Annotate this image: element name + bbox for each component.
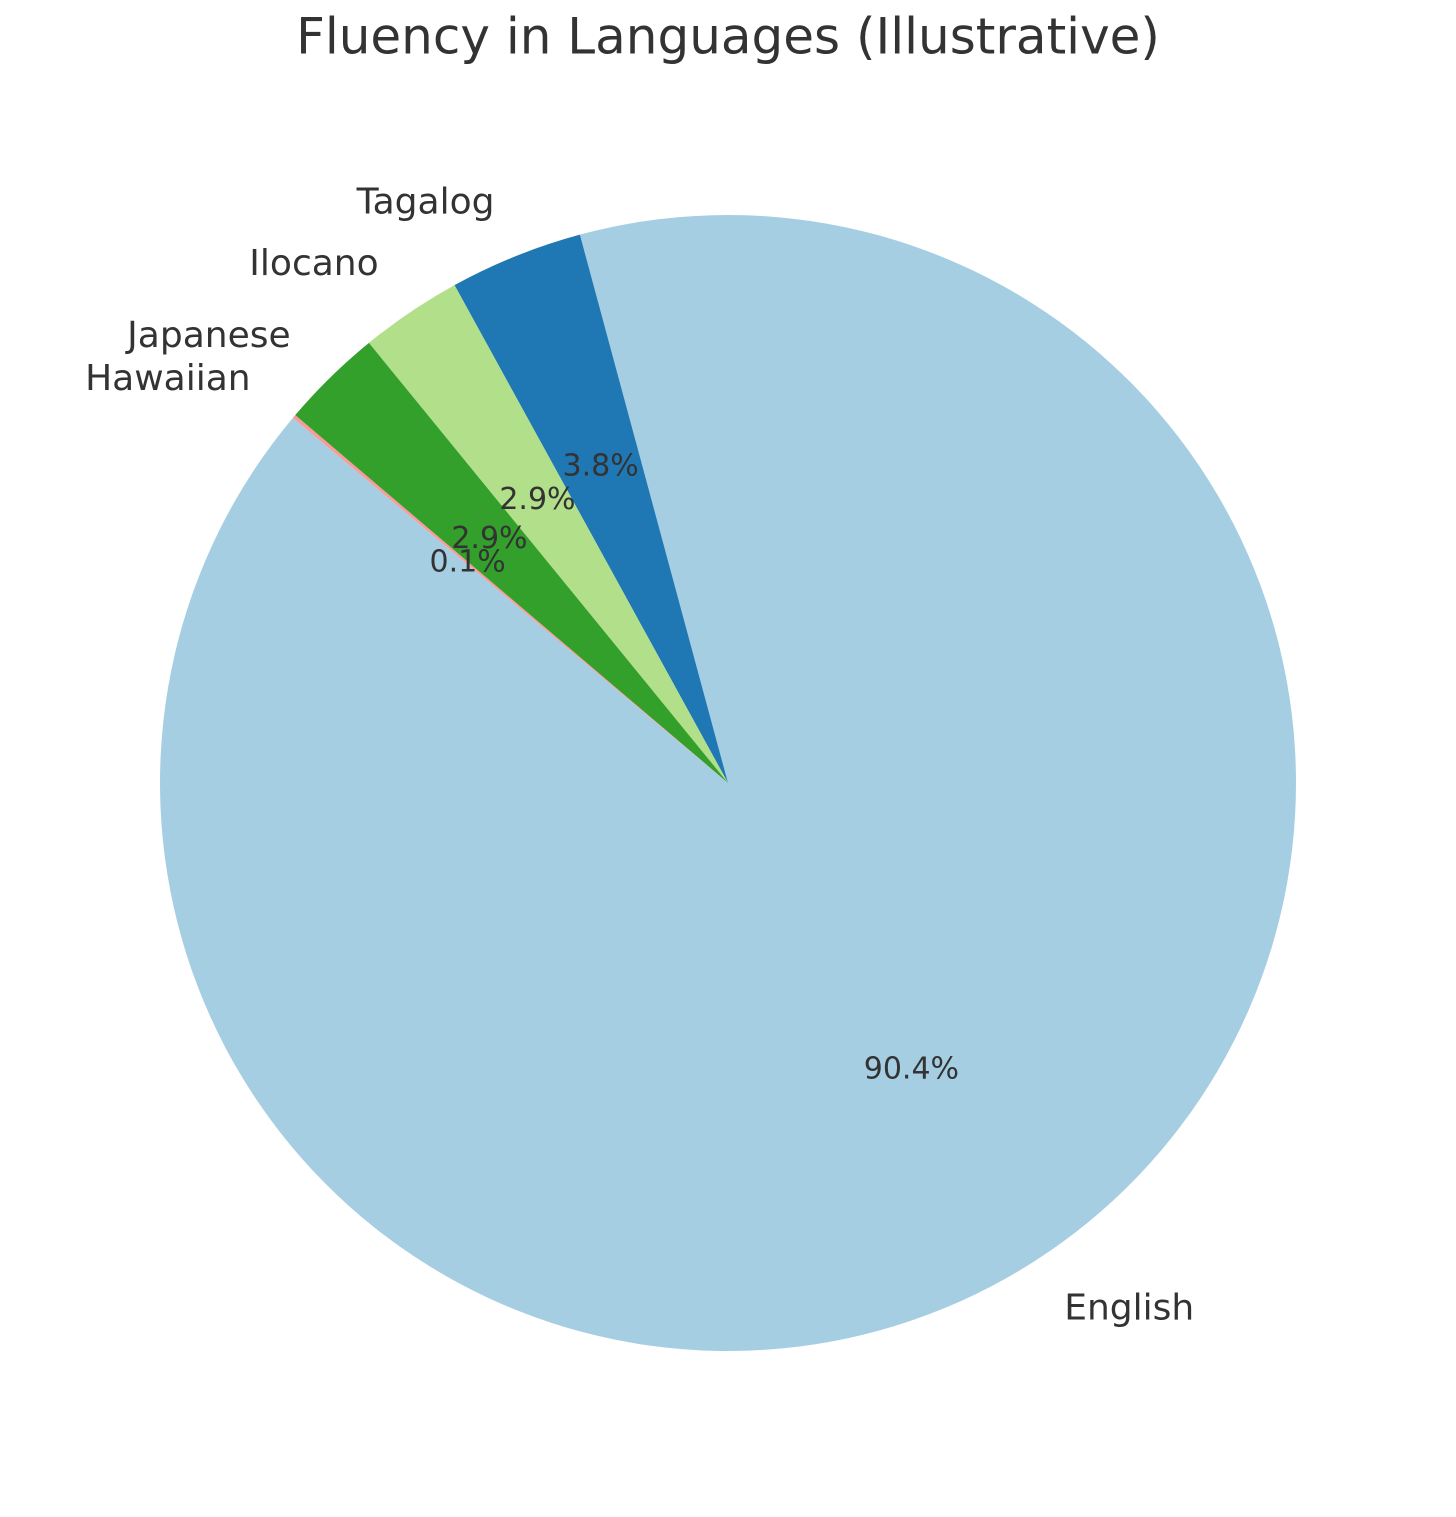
pie-slice bbox=[295, 342, 728, 783]
chart-title: Fluency in Languages (Illustrative) bbox=[296, 8, 1160, 66]
value-label: 3.8% bbox=[563, 448, 639, 483]
pie-slice bbox=[292, 415, 728, 783]
value-label: 2.9% bbox=[499, 482, 575, 517]
value-label: 90.4% bbox=[864, 1052, 959, 1087]
slice-label: Japanese bbox=[125, 315, 290, 356]
slice-label: Hawaiian bbox=[85, 358, 251, 399]
pie-slice bbox=[368, 285, 728, 783]
slice-label: English bbox=[1064, 1288, 1194, 1329]
pie-slice bbox=[454, 234, 728, 783]
value-label: 0.1% bbox=[430, 545, 506, 580]
slice-label: Ilocano bbox=[249, 243, 378, 284]
value-label: 2.9% bbox=[451, 521, 527, 556]
slice-label: Tagalog bbox=[356, 181, 495, 222]
